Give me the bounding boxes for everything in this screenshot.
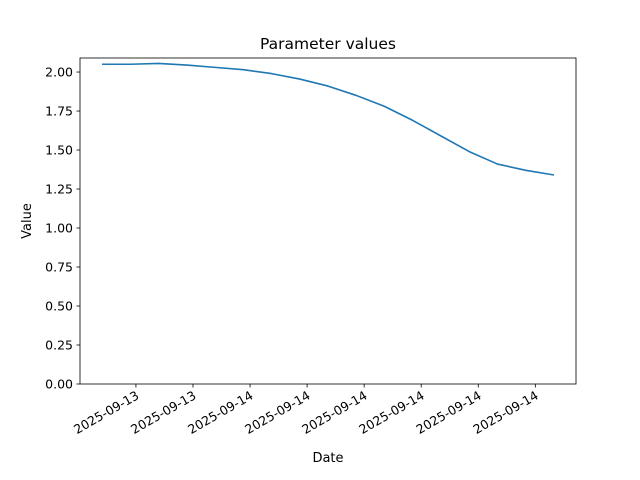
y-axis-label: Value: [20, 203, 35, 239]
axes-frame: [79, 57, 577, 385]
y-tick-label: 0.25: [45, 338, 73, 353]
y-tick-label: 1.50: [45, 143, 73, 158]
y-tick-label: 1.00: [45, 221, 73, 236]
chart-title: Parameter values: [260, 35, 396, 53]
y-tick-label: 0.75: [45, 260, 73, 275]
x-axis-label: Date: [312, 451, 343, 466]
data-line: [102, 62, 555, 176]
y-tick-label: 1.75: [45, 104, 73, 119]
y-tick-label: 1.25: [45, 182, 73, 197]
y-tick-label: 2.00: [45, 65, 73, 80]
y-tick-label: 0.50: [45, 299, 73, 314]
y-tick-label: 0.00: [45, 377, 73, 392]
